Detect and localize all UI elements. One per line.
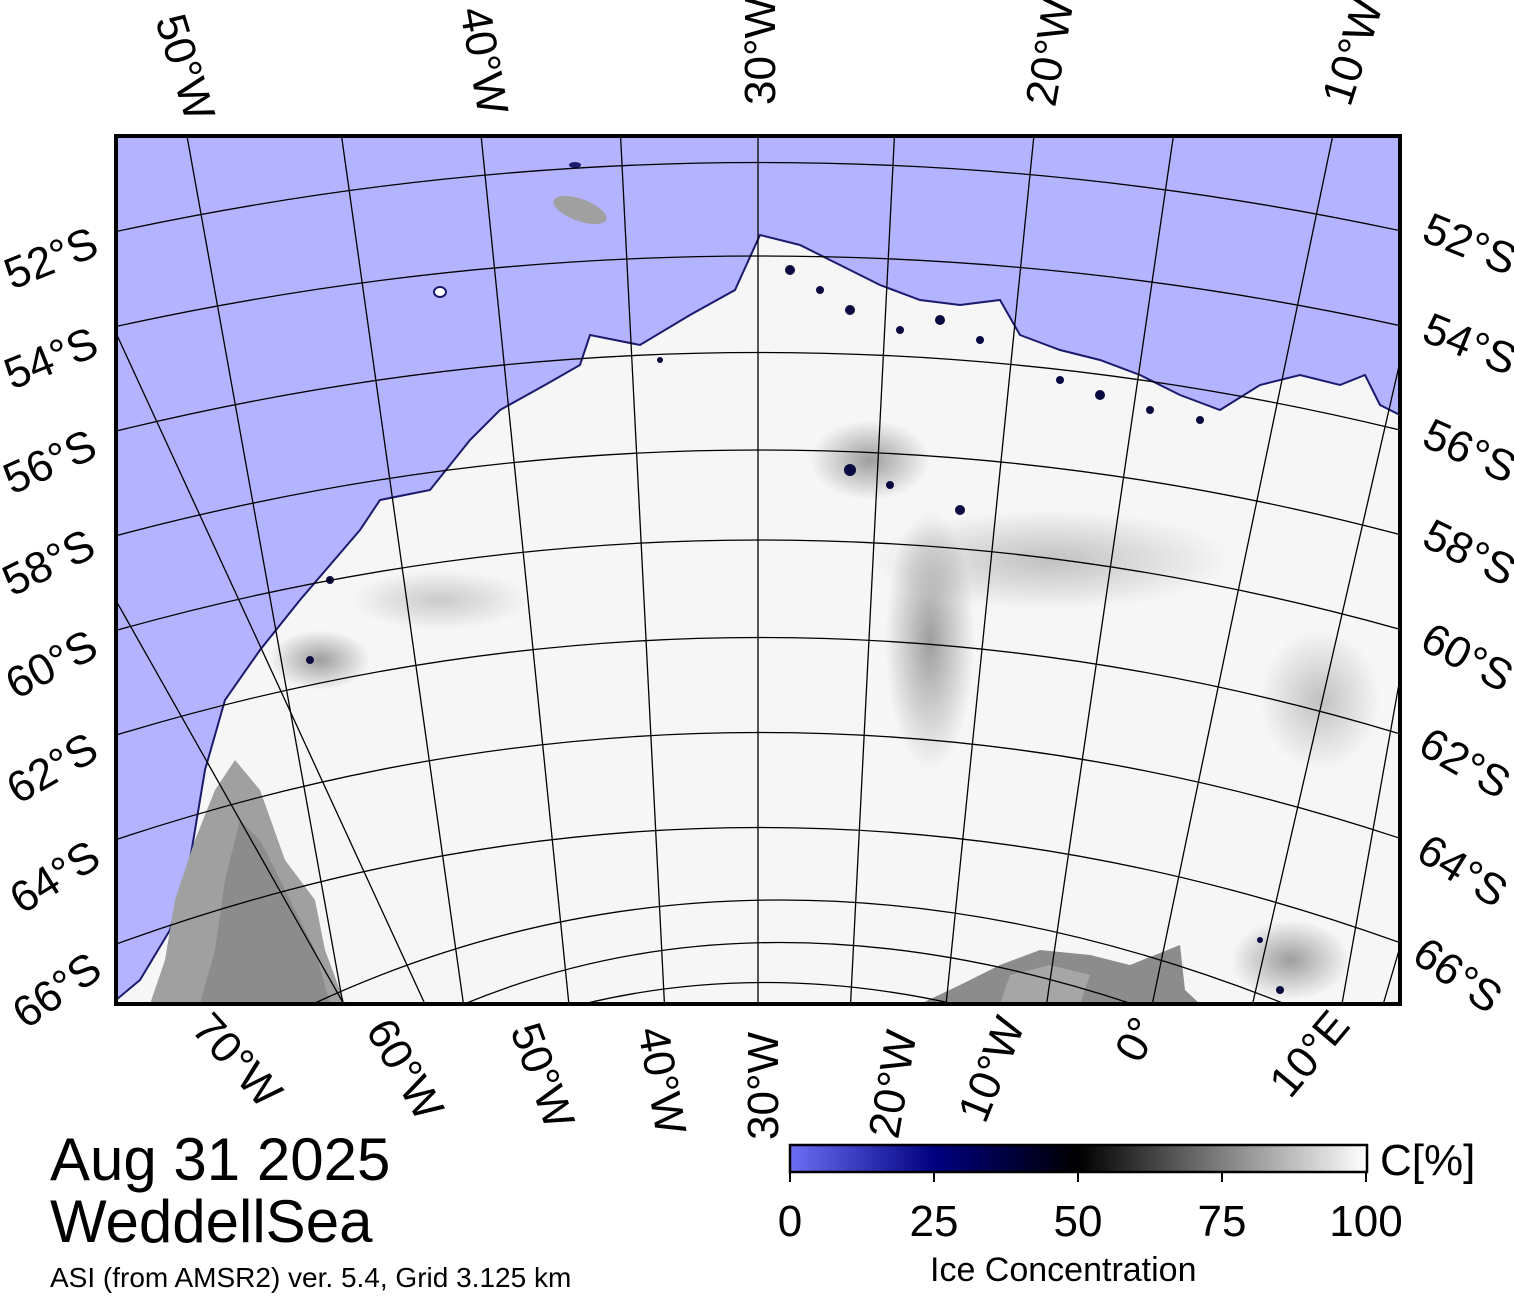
bottom-longitude-labels: 70°W 60°W 50°W 40°W 30°W 20°W 10°W 0° 10… <box>183 1001 1360 1141</box>
ice-edge-specks <box>306 265 1284 994</box>
map-area <box>116 136 1400 1004</box>
bottom-lon-label: 0° <box>1106 1010 1169 1070</box>
bottom-lon-label: 10°W <box>949 1010 1035 1129</box>
right-lat-label: 56°S <box>1416 409 1514 493</box>
low-concentration-patch <box>810 420 930 500</box>
left-lat-label: 56°S <box>0 420 104 504</box>
map-date: Aug 31 2025 <box>50 1126 391 1193</box>
top-lon-label: 50°W <box>145 9 224 127</box>
left-latitude-labels: 52°S 54°S 56°S 58°S 60°S 62°S 64°S 66°S <box>0 218 110 1038</box>
longitude-lines <box>116 136 1400 1004</box>
colorbar-unit: C[%] <box>1380 1136 1476 1185</box>
bottom-lon-label: 50°W <box>501 1017 584 1136</box>
island <box>433 286 447 298</box>
right-lat-label: 66°S <box>1404 928 1511 1023</box>
latitude-lines <box>116 161 1400 1004</box>
low-concentration-patch <box>1260 630 1380 770</box>
map-frame <box>114 134 1402 1006</box>
colorbar-tick-label: 0 <box>777 1197 803 1246</box>
left-lat-label: 62°S <box>0 723 106 813</box>
colorbar-ticks <box>789 1172 1367 1182</box>
colorbar-tick-label: 100 <box>1329 1197 1403 1246</box>
top-lon-label: 10°W <box>1313 0 1393 111</box>
top-lon-label: 20°W <box>1017 0 1084 110</box>
right-latitude-labels: 52°S 54°S 56°S 58°S 60°S 62°S 64°S 66°S <box>1404 204 1514 1023</box>
map-region: WeddellSea <box>50 1188 373 1255</box>
bottom-lon-label: 10°E <box>1260 1001 1359 1106</box>
colorbar-tick-label: 50 <box>1053 1197 1103 1246</box>
colorbar-title: Ice Concentration <box>930 1251 1197 1289</box>
bottom-lon-label: 20°W <box>860 1026 927 1141</box>
colorbar-tick-label: 75 <box>1197 1197 1247 1246</box>
top-lon-label: 30°W <box>736 0 785 105</box>
south-georgia-island <box>553 195 607 225</box>
colorbar-tick-label: 25 <box>909 1197 959 1246</box>
right-lat-label: 62°S <box>1411 718 1514 808</box>
left-lat-label: 58°S <box>0 520 103 606</box>
bottom-lon-label: 40°W <box>628 1023 695 1138</box>
right-lat-label: 52°S <box>1416 204 1514 285</box>
top-lon-label: 40°W <box>450 3 517 118</box>
left-lat-label: 64°S <box>1 831 108 923</box>
right-lat-label: 54°S <box>1416 304 1514 385</box>
left-lat-label: 66°S <box>4 943 111 1038</box>
island <box>569 162 581 168</box>
left-lat-label: 54°S <box>0 318 105 399</box>
bottom-lon-label: 30°W <box>739 1031 788 1140</box>
right-lat-label: 58°S <box>1416 510 1514 596</box>
bottom-lon-label: 60°W <box>356 1011 453 1129</box>
bottom-lon-label: 70°W <box>183 1004 292 1117</box>
low-concentration-patch <box>270 630 370 690</box>
low-concentration-patch <box>350 570 530 630</box>
right-lat-label: 64°S <box>1409 825 1514 917</box>
top-longitude-labels: 50°W 40°W 30°W 20°W 10°W <box>145 0 1393 127</box>
low-concentration-patch <box>870 510 1230 610</box>
low-concentration-patch <box>1230 920 1350 1000</box>
left-lat-label: 52°S <box>0 218 105 299</box>
antarctic-peninsula-highland <box>200 820 330 1004</box>
left-lat-label: 60°S <box>0 621 105 709</box>
colorbar <box>788 1143 1369 1174</box>
antarctic-coast-light <box>1000 965 1090 1004</box>
right-lat-label: 60°S <box>1413 614 1514 702</box>
map-subtitle: ASI (from AMSR2) ver. 5.4, Grid 3.125 km <box>50 1262 572 1293</box>
